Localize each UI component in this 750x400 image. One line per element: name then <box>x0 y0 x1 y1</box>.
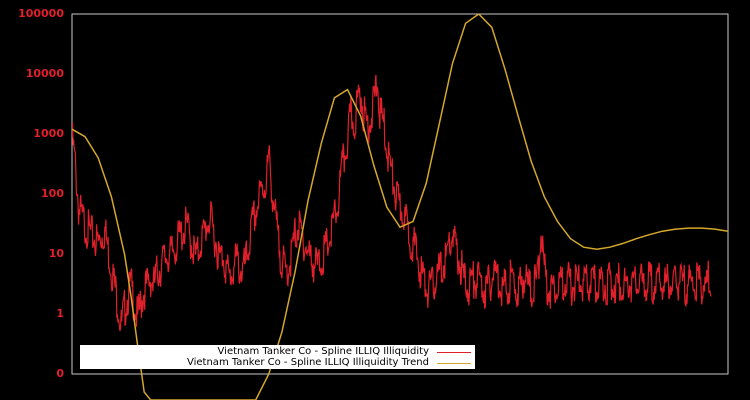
y-tick-label: 1000 <box>33 127 64 140</box>
series-layer <box>72 14 728 400</box>
y-tick-label: 100 <box>41 187 64 200</box>
legend-item-trend: Vietnam Tanker Co - Spline ILLIQ Illiqui… <box>187 357 475 369</box>
legend: Vietnam Tanker Co - Spline ILLIQ Illiqui… <box>80 345 475 369</box>
y-tick-label: 10 <box>48 247 64 260</box>
y-tick-label: 0 <box>56 367 64 380</box>
legend-item-illiquidity: Vietnam Tanker Co - Spline ILLIQ Illiqui… <box>218 346 475 358</box>
legend-label-illiquidity: Vietnam Tanker Co - Spline ILLIQ Illiqui… <box>217 346 429 357</box>
series-trend-line <box>72 14 728 400</box>
y-tick-label: 1 <box>56 307 64 320</box>
y-tick-label: 10000 <box>25 67 64 80</box>
legend-label-trend: Vietnam Tanker Co - Spline ILLIQ Illiqui… <box>187 357 429 368</box>
legend-swatch-gold <box>437 362 471 364</box>
series-illiquidity-line <box>72 74 712 332</box>
legend-swatch-red <box>437 351 471 353</box>
y-tick-label: 100000 <box>18 7 64 20</box>
